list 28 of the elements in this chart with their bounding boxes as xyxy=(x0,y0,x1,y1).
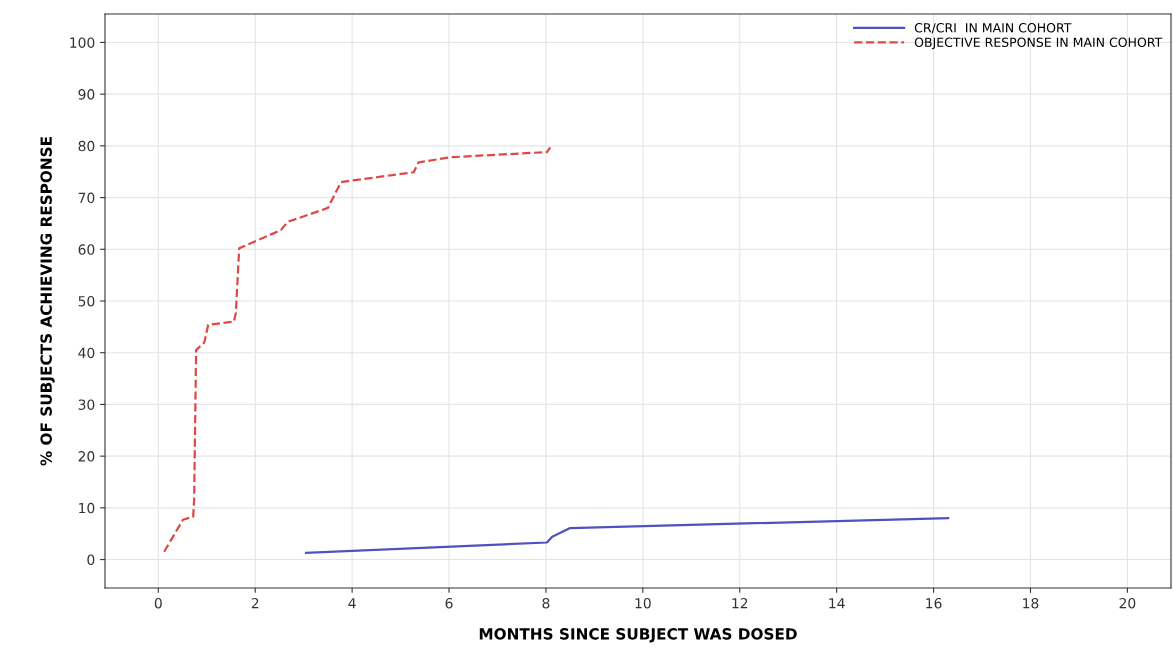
y-tick-label: 90 xyxy=(78,89,95,100)
y-tick-label: 100 xyxy=(70,37,95,48)
y-tick-label: 20 xyxy=(78,451,95,462)
y-tick-label: 0 xyxy=(87,554,95,566)
x-tick-label: 2 xyxy=(251,597,259,609)
line-series xyxy=(163,146,552,553)
x-tick-label: 8 xyxy=(542,597,550,609)
legend-label: CR/CRI IN MAIN COHORT xyxy=(914,22,1072,34)
x-tick-label: 20 xyxy=(1119,597,1136,609)
x-tick-label: 4 xyxy=(348,598,356,609)
x-tick-label: 18 xyxy=(1023,597,1039,609)
y-tick-label: 50 xyxy=(78,295,95,307)
y-tick-label: 40 xyxy=(78,347,95,359)
y-tick-label: 80 xyxy=(78,140,95,152)
x-tick-label: 10 xyxy=(635,597,651,609)
y-tick-label: 30 xyxy=(78,399,95,410)
x-tick-label: 6 xyxy=(445,597,453,609)
x-tick-label: 16 xyxy=(926,597,942,609)
x-tick-label: 14 xyxy=(829,598,845,609)
x-axis-title: MONTHS SINCE SUBJECT WAS DOSED xyxy=(479,628,797,643)
legend-label: OBJECTIVE RESPONSE IN MAIN COHORT xyxy=(914,37,1163,50)
y-tick-label: 10 xyxy=(79,502,95,514)
y-tick-label: 60 xyxy=(78,244,95,255)
y-axis-title: % OF SUBJECTS ACHIEVING RESPONSE xyxy=(40,137,55,466)
y-tick-label: 70 xyxy=(78,192,95,204)
x-tick-label: 0 xyxy=(154,597,162,609)
x-tick-label: 12 xyxy=(732,597,748,609)
line-series xyxy=(304,517,950,554)
